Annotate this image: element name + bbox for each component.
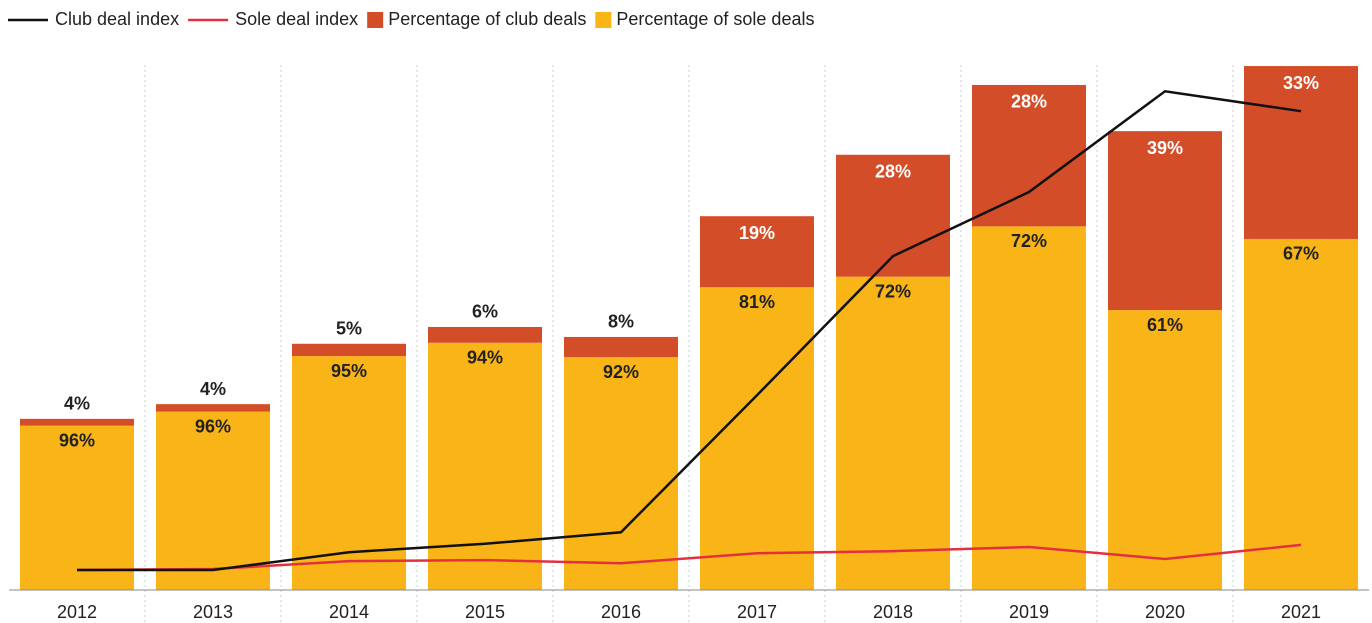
bar-segment: [972, 226, 1086, 590]
value-label: 95%: [331, 361, 367, 381]
legend-label: Club deal index: [55, 9, 179, 29]
value-label: 4%: [64, 394, 90, 414]
bar-segment: [1244, 66, 1358, 239]
value-label: 61%: [1147, 315, 1183, 335]
x-tick-label: 2020: [1145, 602, 1185, 622]
value-label: 96%: [195, 416, 231, 436]
bar-segment: [972, 84, 1086, 227]
value-label: 33%: [1283, 73, 1319, 93]
legend-item: Percentage of club deals: [367, 9, 586, 29]
value-label: 28%: [1011, 92, 1047, 112]
value-label: 67%: [1283, 244, 1319, 264]
x-tick-label: 2013: [193, 602, 233, 622]
bar-segment: [292, 343, 406, 357]
value-label: 4%: [200, 379, 226, 399]
bar-segment: [700, 287, 814, 590]
value-label: 72%: [1011, 231, 1047, 251]
legend-item: Club deal index: [8, 9, 179, 29]
bar-segment: [700, 216, 814, 288]
bar-segment: [20, 425, 134, 590]
value-label: 5%: [336, 319, 362, 339]
bar-segment: [836, 276, 950, 590]
value-label: 19%: [739, 223, 775, 243]
x-tick-label: 2017: [737, 602, 777, 622]
bar-segment: [1244, 238, 1358, 591]
legend-label: Percentage of club deals: [388, 9, 586, 29]
bar-segment: [156, 411, 270, 590]
legend-item: Sole deal index: [188, 9, 358, 29]
x-tick-label: 2015: [465, 602, 505, 622]
value-label: 39%: [1147, 138, 1183, 158]
x-tick-label: 2016: [601, 602, 641, 622]
index-line: [77, 89, 1302, 572]
value-label: 94%: [467, 348, 503, 368]
value-label: 92%: [603, 362, 639, 382]
bar-segment: [428, 326, 542, 343]
bar-segment: [20, 418, 134, 426]
bar-segment: [428, 342, 542, 590]
value-label: 28%: [875, 162, 911, 182]
value-label: 72%: [875, 281, 911, 301]
bar-segment: [1108, 310, 1222, 590]
legend-swatch: [367, 12, 384, 28]
x-tick-label: 2018: [873, 602, 913, 622]
value-label: 96%: [59, 430, 95, 450]
value-label: 8%: [608, 312, 634, 332]
bar-segment: [1108, 131, 1222, 311]
value-label: 81%: [739, 292, 775, 312]
legend-label: Sole deal index: [235, 9, 358, 29]
bar-segment: [564, 357, 678, 590]
x-tick-label: 2014: [329, 602, 369, 622]
x-tick-label: 2019: [1009, 602, 1049, 622]
bar-segment: [564, 336, 678, 358]
index-line: [76, 543, 1302, 572]
x-tick-label: 2012: [57, 602, 97, 622]
bar-segment: [156, 404, 270, 412]
x-tick-label: 2021: [1281, 602, 1321, 622]
bar-segment: [292, 356, 406, 590]
legend-label: Percentage of sole deals: [616, 9, 814, 29]
value-label: 6%: [472, 302, 498, 322]
legend-item: Percentage of sole deals: [595, 9, 814, 29]
legend-swatch: [595, 12, 612, 28]
